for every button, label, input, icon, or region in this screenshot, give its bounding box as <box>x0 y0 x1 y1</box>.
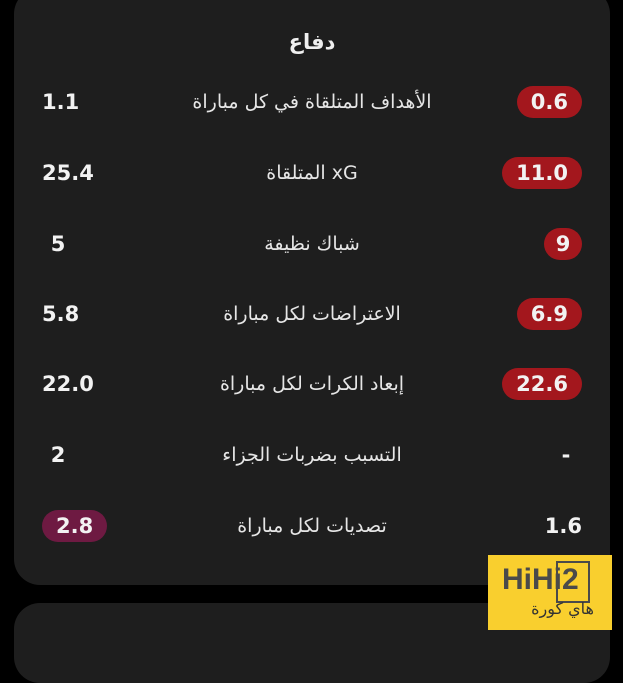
team-b-value: 1.1 <box>42 90 80 114</box>
team-a-value-badge: 6.9 <box>516 298 582 330</box>
stat-row: التسبب بضربات الجزاء - 2 <box>14 435 610 475</box>
team-b-value: 22.0 <box>42 372 94 396</box>
team-b-value: 25.4 <box>42 161 94 185</box>
stat-label: الاعتراضات لكل مباراة <box>223 303 401 325</box>
team-a-value-badge: 0.6 <box>516 86 582 118</box>
stat-row: تصديات لكل مباراة 1.6 2.8 <box>14 506 610 546</box>
logo-text: HiHi2 <box>502 563 579 596</box>
team-b-value: 5.8 <box>42 302 80 326</box>
team-a-value: - <box>561 443 571 467</box>
logo-frame <box>556 561 590 603</box>
stat-label: تصديات لكل مباراة <box>237 515 387 537</box>
team-a-value-badge: 22.6 <box>502 368 582 400</box>
stat-label: شباك نظيفة <box>264 233 360 255</box>
team-b-value: 2 <box>50 443 66 467</box>
stat-row: الأهداف المتلقاة في كل مباراة 0.6 1.1 <box>14 82 610 122</box>
team-b-value: 5 <box>50 232 66 256</box>
watermark-logo: HiHi2 هاي كورة <box>488 555 612 630</box>
stat-label: xG المتلقاة <box>266 162 358 184</box>
defense-stats-card: دفاع الأهداف المتلقاة في كل مباراة 0.6 1.1… <box>14 0 610 585</box>
stat-row: شباك نظيفة 9 5 <box>14 224 610 264</box>
stat-label: إبعاد الكرات لكل مباراة <box>219 373 405 395</box>
section-title: دفاع <box>288 30 336 54</box>
stat-label: التسبب بضربات الجزاء <box>222 444 402 466</box>
stat-row: الاعتراضات لكل مباراة 6.9 5.8 <box>14 294 610 334</box>
stat-row: xG المتلقاة 11.0 25.4 <box>14 153 610 193</box>
team-a-value-badge: 9 <box>544 228 582 260</box>
logo-arabic: هاي كورة <box>531 599 594 618</box>
team-b-value-badge: 2.8 <box>42 510 108 542</box>
stat-label: الأهداف المتلقاة في كل مباراة <box>192 91 432 113</box>
team-a-value: 1.6 <box>544 514 582 538</box>
stat-row: إبعاد الكرات لكل مباراة 22.6 22.0 <box>14 364 610 404</box>
team-a-value-badge: 11.0 <box>502 157 582 189</box>
